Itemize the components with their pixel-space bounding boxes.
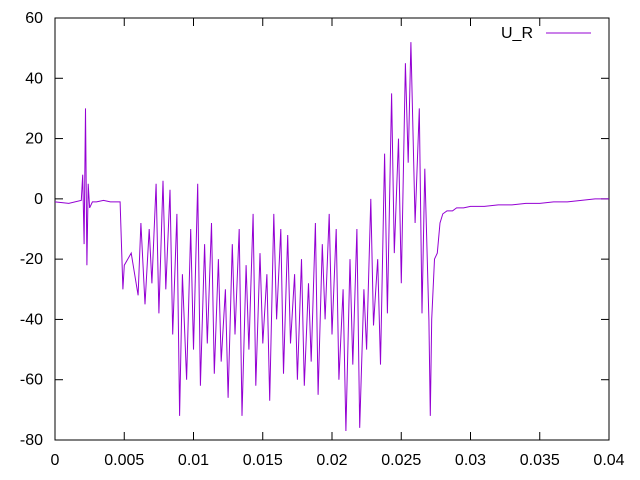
x-tick-label: 0.02 xyxy=(316,452,347,469)
x-tick-label: 0.015 xyxy=(243,452,283,469)
y-tick-label: 40 xyxy=(25,70,43,87)
x-tick-label: 0.04 xyxy=(593,452,624,469)
y-tick-label: 60 xyxy=(25,10,43,27)
y-tick-label: 20 xyxy=(25,131,43,148)
y-tick-label: -40 xyxy=(20,311,43,328)
x-tick-label: 0.005 xyxy=(104,452,144,469)
y-axis: -80 -60 -40 -20 0 20 40 60 xyxy=(20,10,609,449)
x-tick-label: 0.03 xyxy=(455,452,486,469)
x-axis: 0 0.005 0.01 0.015 0.02 0.025 0.03 0.035 0.04 xyxy=(51,18,625,469)
legend-label-u-r: U_R xyxy=(501,25,533,42)
y-tick-label: -20 xyxy=(20,251,43,268)
x-tick-label: 0.01 xyxy=(178,452,209,469)
y-tick-label: -60 xyxy=(20,372,43,389)
series-line-u-r xyxy=(54,42,609,432)
x-tick-label: 0 xyxy=(51,452,60,469)
legend: U_R xyxy=(501,25,591,42)
y-tick-label: 0 xyxy=(34,191,43,208)
x-tick-label: 0.025 xyxy=(381,452,421,469)
plot-frame xyxy=(54,17,610,441)
y-tick-label: -80 xyxy=(20,432,43,449)
x-tick-label: 0.035 xyxy=(520,452,560,469)
